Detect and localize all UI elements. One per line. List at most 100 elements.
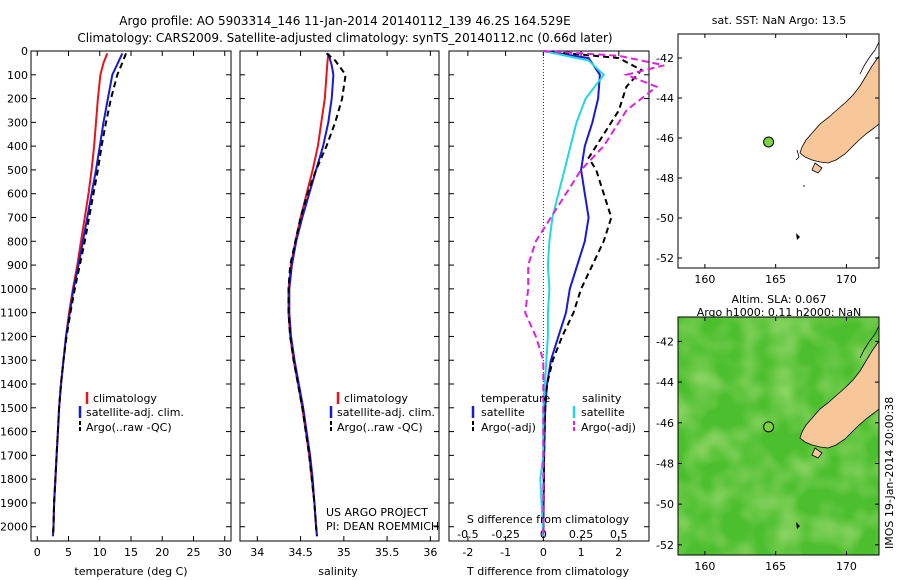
x-tick-label: 35.5 bbox=[375, 546, 400, 559]
y-tick-label: 700 bbox=[7, 212, 28, 225]
x-tick-label: 15 bbox=[124, 546, 138, 559]
x-tick-label: -1 bbox=[500, 546, 511, 559]
x-tick-label: 10 bbox=[93, 546, 107, 559]
series-line bbox=[542, 50, 644, 537]
map-y-tick-label: -46 bbox=[656, 417, 674, 430]
series-line bbox=[51, 53, 127, 537]
map-y-tick-label: -50 bbox=[656, 498, 674, 511]
y-tick-label: 400 bbox=[7, 140, 28, 153]
y-tick-label: 1400 bbox=[0, 378, 28, 391]
y-tick-label: 1000 bbox=[0, 283, 28, 296]
temperature-plot-frame bbox=[30, 50, 232, 542]
y-tick-label: 600 bbox=[7, 188, 28, 201]
temperature-plot: 0 5 10 15 20 25 300100200300400500600700800900… bbox=[0, 45, 232, 559]
y-tick-label: 0 bbox=[21, 45, 28, 58]
map-y-tick-label: -50 bbox=[656, 212, 674, 225]
map-y-tick-label: -44 bbox=[656, 376, 674, 389]
y-tick-label: 500 bbox=[7, 164, 28, 177]
credit-stamp: IMOS 19-Jan-2014 20:00:38 bbox=[883, 397, 896, 549]
y-tick-label: 1200 bbox=[0, 330, 28, 343]
salinity-legend-sat: satellite-adj. clim. bbox=[337, 406, 435, 419]
y-tick-label: 1300 bbox=[0, 354, 28, 367]
y-tick-label: 900 bbox=[7, 259, 28, 272]
y-tick-label: 100 bbox=[7, 69, 28, 82]
project-credit-line2: PI: DEAN ROEMMICH bbox=[326, 520, 439, 533]
map-y-tick-label: -46 bbox=[656, 132, 674, 145]
y-tick-label: 1600 bbox=[0, 426, 28, 439]
difference-legend-s-title: salinity bbox=[582, 392, 622, 405]
difference-plot: -2 -1 0 1 2-0.5 -0.25 0 0.25 0.5 bbox=[449, 50, 665, 559]
map-x-tick-label: 170 bbox=[836, 273, 857, 286]
salinity-plot: 34 34.5 35 35.5 36 bbox=[240, 50, 439, 559]
map-y-tick-label: -44 bbox=[656, 92, 674, 105]
difference-legend-s-sat: satellite bbox=[581, 406, 625, 419]
map-x-tick-label: 160 bbox=[694, 273, 715, 286]
temperature-legend: climatology satellite-adj. clim. Argo(..… bbox=[78, 392, 184, 434]
x-tick-label: 5 bbox=[65, 546, 72, 559]
map-top-land bbox=[799, 55, 879, 164]
map-bottom-land bbox=[799, 340, 879, 449]
difference-legend-s-argo: Argo(-adj) bbox=[581, 421, 636, 434]
map-y-tick-label: -42 bbox=[656, 335, 674, 348]
salinity-legend-clim: climatology bbox=[344, 392, 408, 405]
x-tick-label: -2 bbox=[462, 546, 473, 559]
x-tick-label: 2 bbox=[615, 546, 622, 559]
difference-legend-t-title: temperature bbox=[481, 392, 550, 405]
difference-top-axis-label: S difference from climatology bbox=[467, 513, 630, 526]
map-top-title: sat. SST: NaN Argo: 13.5 bbox=[712, 14, 846, 27]
temperature-legend-sat: satellite-adj. clim. bbox=[86, 406, 184, 419]
x-tick-label: 34.5 bbox=[288, 546, 313, 559]
map-y-tick-label: -52 bbox=[656, 252, 674, 265]
map-y-tick-label: -42 bbox=[656, 52, 674, 65]
x-tick-label: 1 bbox=[578, 546, 585, 559]
series-line bbox=[287, 52, 347, 537]
s-tick-label: -0.5 bbox=[457, 528, 478, 541]
figure-title-line1: Argo profile: AO 5903314_146 11-Jan-2014… bbox=[119, 14, 571, 28]
difference-legend-t-sat: satellite bbox=[481, 406, 525, 419]
s-tick-label: 0.5 bbox=[610, 528, 628, 541]
salinity-legend-argo: Argo(..raw -QC) bbox=[337, 421, 423, 434]
s-tick-label: -0.25 bbox=[491, 528, 519, 541]
map-bottom-title2: Argo h1000: 0.11 h2000: NaN bbox=[697, 306, 862, 319]
map-x-tick-label: 165 bbox=[765, 273, 786, 286]
y-tick-label: 200 bbox=[7, 93, 28, 106]
map-x-tick-label: 160 bbox=[694, 560, 715, 573]
salinity-legend: climatology satellite-adj. clim. Argo(..… bbox=[326, 392, 439, 533]
map-y-tick-label: -48 bbox=[656, 172, 674, 185]
map-top: 160 165 170 -42 -44 -46 -48 -50 -52 bbox=[656, 33, 880, 286]
s-tick-label: 0.25 bbox=[569, 528, 594, 541]
y-tick-label: 800 bbox=[7, 235, 28, 248]
map-x-tick-label: 170 bbox=[836, 560, 857, 573]
x-tick-label: 0 bbox=[540, 546, 547, 559]
map-y-tick-label: -48 bbox=[656, 457, 674, 470]
salinity-xlabel: salinity bbox=[318, 565, 358, 578]
difference-legend-t-argo: Argo(-adj) bbox=[481, 421, 536, 434]
y-tick-label: 1800 bbox=[0, 473, 28, 486]
map-x-tick-label: 165 bbox=[765, 560, 786, 573]
difference-legend: temperature satellite Argo(-adj) salinit… bbox=[467, 392, 636, 526]
series-line bbox=[539, 50, 606, 537]
series-line bbox=[542, 50, 601, 537]
x-tick-label: 36 bbox=[423, 546, 437, 559]
map-top-float-marker bbox=[763, 136, 775, 148]
figure-title-line2: Climatology: CARS2009. Satellite-adjuste… bbox=[77, 31, 612, 45]
y-tick-label: 1100 bbox=[0, 307, 28, 320]
series-line bbox=[51, 52, 124, 537]
series-line bbox=[524, 50, 665, 537]
map-bottom-title1: Altim. SLA: 0.067 bbox=[731, 293, 826, 306]
x-tick-label: 25 bbox=[187, 546, 201, 559]
x-tick-label: 34 bbox=[250, 546, 264, 559]
y-tick-label: 300 bbox=[7, 116, 28, 129]
map-bottom: 160 165 170 -42 -44 -46 -48 -50 -52 bbox=[656, 316, 880, 573]
x-tick-label: 30 bbox=[218, 546, 232, 559]
project-credit-line1: US ARGO PROJECT bbox=[326, 506, 428, 519]
temperature-legend-argo: Argo(..raw -QC) bbox=[86, 421, 172, 434]
map-bottom-float-marker bbox=[763, 421, 775, 433]
x-tick-label: 20 bbox=[155, 546, 169, 559]
y-tick-label: 2000 bbox=[0, 521, 28, 534]
temperature-xlabel: temperature (deg C) bbox=[74, 565, 187, 578]
x-tick-label: 35 bbox=[337, 546, 351, 559]
difference-xlabel: T difference from climatology bbox=[466, 565, 629, 578]
temperature-legend-clim: climatology bbox=[93, 392, 157, 405]
